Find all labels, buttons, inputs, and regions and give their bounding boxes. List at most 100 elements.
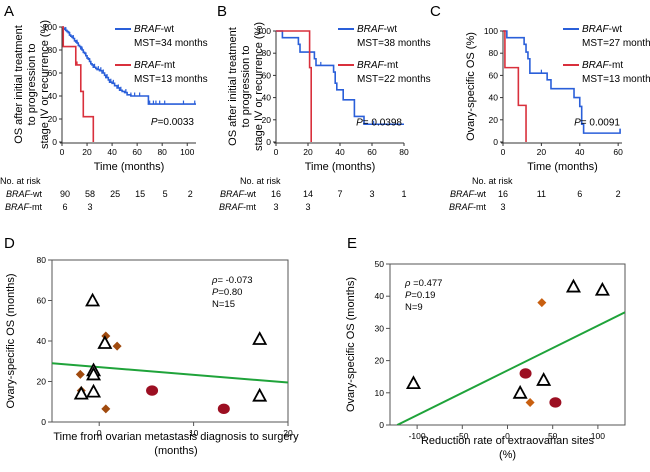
panel-letter: A bbox=[4, 3, 14, 20]
x-axis-title: Time (months) bbox=[305, 161, 376, 173]
x-axis-title: Time (months) bbox=[527, 161, 598, 173]
x-axis-title: (months) bbox=[154, 445, 197, 457]
risk-row-gene: BRAF bbox=[219, 202, 244, 212]
p-value-annotation: P= 0.0091 bbox=[574, 117, 620, 128]
legend-gene: BRAF bbox=[134, 60, 162, 71]
data-point-diamond bbox=[75, 369, 85, 379]
y-axis-title: OS after initial treatment bbox=[227, 27, 239, 146]
y-tick-label: 40 bbox=[37, 336, 47, 346]
data-point-triangle bbox=[536, 372, 552, 386]
risk-count: 3 bbox=[305, 202, 310, 212]
legend-mst: MST=22 months bbox=[357, 74, 431, 85]
data-point-triangle bbox=[252, 387, 268, 402]
y-tick-label: 20 bbox=[48, 114, 58, 124]
p-value: =0.0033 bbox=[158, 117, 195, 128]
p-value: = 0.0091 bbox=[581, 117, 621, 128]
p-value: = 0.0398 bbox=[363, 117, 403, 128]
y-tick-label: 100 bbox=[257, 26, 271, 36]
risk-count: 1 bbox=[401, 189, 406, 199]
km-curve-mt bbox=[503, 30, 527, 142]
p-label: P bbox=[574, 117, 581, 128]
risk-count: 3 bbox=[369, 189, 374, 199]
x-tick-label: 20 bbox=[537, 147, 547, 157]
risk-count: 90 bbox=[60, 189, 70, 199]
risk-count: 58 bbox=[85, 189, 95, 199]
p-label: P bbox=[405, 290, 412, 301]
km-curve-mt bbox=[62, 26, 95, 142]
risk-row-label: BRAF-wt bbox=[450, 189, 487, 199]
risk-row-status: -wt bbox=[474, 189, 486, 199]
data-point-triangle bbox=[565, 278, 581, 293]
x-tick-label: 40 bbox=[335, 147, 345, 157]
km-curve-wt bbox=[503, 30, 621, 134]
x-tick-label: 20 bbox=[303, 147, 313, 157]
y-tick-label: 0 bbox=[41, 417, 46, 427]
y-tick-label: 80 bbox=[262, 48, 272, 58]
rho-label: ρ bbox=[211, 275, 218, 286]
legend-mst: MST=13 months bbox=[582, 74, 650, 85]
y-axis-title: Ovary-specific OS (months) bbox=[5, 273, 17, 408]
risk-row-status: -mt bbox=[473, 202, 486, 212]
y-tick-label: 20 bbox=[489, 115, 499, 125]
x-tick-label: 40 bbox=[107, 147, 117, 157]
rho-label: ρ bbox=[404, 278, 411, 289]
legend-gene: BRAF bbox=[357, 24, 385, 35]
risk-row-label: BRAF-wt bbox=[6, 189, 43, 199]
risk-count: 25 bbox=[110, 189, 120, 199]
legend-gene: BRAF bbox=[134, 24, 162, 35]
risk-table-title: No. at risk bbox=[240, 176, 281, 186]
x-tick-label: 0 bbox=[97, 428, 102, 438]
x-tick-label: 20 bbox=[283, 428, 293, 438]
p-annotation: P=0.80 bbox=[212, 287, 242, 298]
y-axis-title: Ovary-specific OS (months) bbox=[345, 277, 357, 412]
risk-row-label: BRAF-mt bbox=[5, 202, 43, 212]
n-annotation: N=9 bbox=[405, 302, 423, 313]
y-axis-title: to progression to bbox=[26, 44, 38, 126]
p-value: =0.80 bbox=[218, 287, 242, 298]
y-tick-label: 60 bbox=[48, 68, 58, 78]
y-tick-label: 100 bbox=[484, 26, 498, 36]
x-tick-label: 50 bbox=[548, 431, 558, 441]
y-tick-label: 80 bbox=[48, 45, 58, 55]
data-point-triangle bbox=[97, 335, 113, 349]
y-tick-label: 40 bbox=[489, 93, 499, 103]
legend-entry: BRAF-wt bbox=[134, 24, 174, 35]
data-point-triangle bbox=[85, 292, 101, 307]
risk-row-label: BRAF-mt bbox=[449, 202, 487, 212]
y-tick-label: 40 bbox=[262, 93, 272, 103]
risk-count: 16 bbox=[271, 189, 281, 199]
data-point-circle bbox=[549, 397, 562, 408]
data-point-diamond bbox=[101, 404, 111, 414]
x-tick-label: 40 bbox=[575, 147, 585, 157]
legend-mst: MST=13 months bbox=[134, 74, 208, 85]
panel-letter: E bbox=[347, 235, 357, 252]
y-tick-label: 50 bbox=[375, 259, 385, 269]
p-label: P bbox=[151, 117, 158, 128]
x-tick-label: 10 bbox=[189, 428, 199, 438]
panel-letter: D bbox=[4, 235, 15, 252]
y-tick-label: 30 bbox=[375, 323, 385, 333]
risk-row-status: -wt bbox=[30, 189, 42, 199]
risk-count: 7 bbox=[337, 189, 342, 199]
p-label: P bbox=[212, 287, 219, 298]
y-axis-title: to progression to bbox=[240, 46, 252, 128]
x-tick-label: 100 bbox=[180, 147, 194, 157]
risk-row-gene: BRAF bbox=[449, 202, 474, 212]
risk-table-title: No. at risk bbox=[0, 176, 41, 186]
risk-row-status: -mt bbox=[243, 202, 256, 212]
risk-count: 5 bbox=[163, 189, 168, 199]
risk-count: 15 bbox=[135, 189, 145, 199]
x-tick-label: 60 bbox=[132, 147, 142, 157]
rho-annotation: ρ= -0.073 bbox=[211, 275, 253, 286]
legend-status: -wt bbox=[384, 24, 398, 35]
risk-row-label: BRAF-mt bbox=[219, 202, 257, 212]
data-point-circle bbox=[217, 403, 230, 415]
risk-count: 3 bbox=[500, 202, 505, 212]
risk-count: 6 bbox=[577, 189, 582, 199]
x-tick-label: 60 bbox=[613, 147, 623, 157]
data-point-diamond bbox=[112, 341, 122, 351]
legend-entry: BRAF-mt bbox=[582, 60, 623, 71]
legend-entry: BRAF-wt bbox=[582, 24, 622, 35]
risk-count: 2 bbox=[616, 189, 621, 199]
x-axis-title: Time (months) bbox=[94, 161, 165, 173]
